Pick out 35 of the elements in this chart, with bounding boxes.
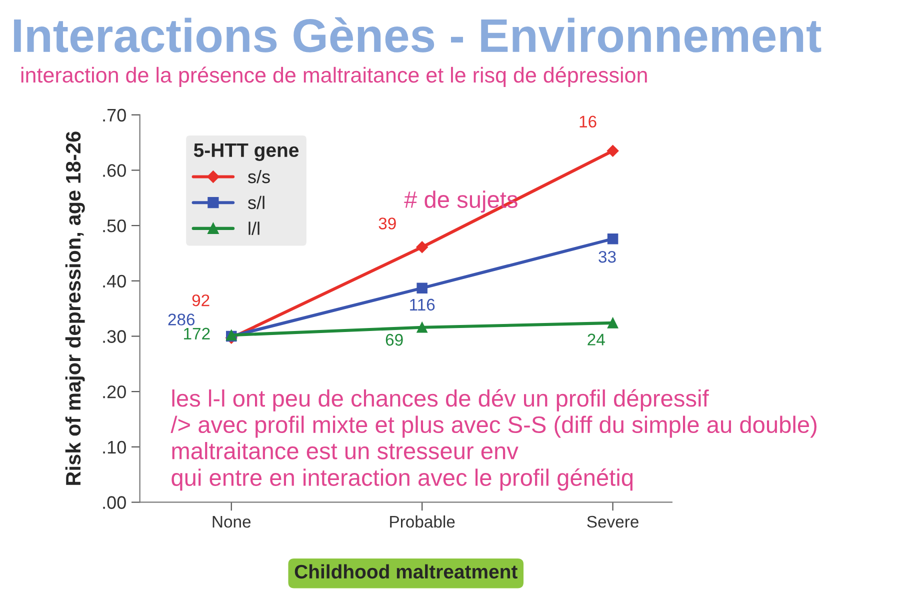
legend-label: s/l xyxy=(248,196,264,210)
annotation: 39 xyxy=(378,218,396,230)
y-tick-label: .10 xyxy=(103,440,126,454)
x-tick-label: None xyxy=(212,516,251,528)
y-tick-label: .70 xyxy=(103,108,126,122)
point xyxy=(607,233,618,244)
x-tick-label: Severe xyxy=(587,516,638,528)
legend-label: s/s xyxy=(248,170,270,184)
chart-subtitle: interaction de la présence de maltraitance et le risq de dépression xyxy=(21,66,647,87)
y-tick-label: .50 xyxy=(103,219,126,232)
y-tick-label: .60 xyxy=(103,164,126,177)
annotation: 16 xyxy=(580,116,596,128)
y-tick-label: .20 xyxy=(103,386,126,398)
legend-label: l/l xyxy=(248,222,260,235)
annotation: 172 xyxy=(184,328,210,340)
y-tick-label: .40 xyxy=(103,274,126,288)
annotation: 24 xyxy=(588,334,605,346)
point xyxy=(416,322,428,333)
annotation: 286 xyxy=(168,314,195,326)
annotation: 33 xyxy=(598,250,616,263)
annotation: 69 xyxy=(386,334,403,346)
point xyxy=(416,241,428,254)
y-axis-title: Risk of major depression, age 18-26 xyxy=(65,132,85,485)
annotation: 116 xyxy=(410,298,435,311)
x-axis-title: Childhood maltreatment xyxy=(294,564,518,579)
chart-title: Interactions Gènes - Environnement xyxy=(14,17,822,52)
annotation: les l-l ont peu de chances de dév un profil dépressif /> avec profil mixte et plus avec S-S (diff du simple au double) maltraitance est un stresseur env qui entre en interaction avec le profil génétiq xyxy=(170,389,816,491)
point xyxy=(606,144,619,157)
x-tick-label: Probable xyxy=(390,515,455,528)
point xyxy=(416,282,428,294)
point xyxy=(607,318,618,328)
y-tick-label: .00 xyxy=(103,496,126,509)
y-tick-label: .30 xyxy=(103,330,126,343)
annotation: 92 xyxy=(192,294,210,306)
legend-title: 5-HTT gene xyxy=(194,143,299,161)
